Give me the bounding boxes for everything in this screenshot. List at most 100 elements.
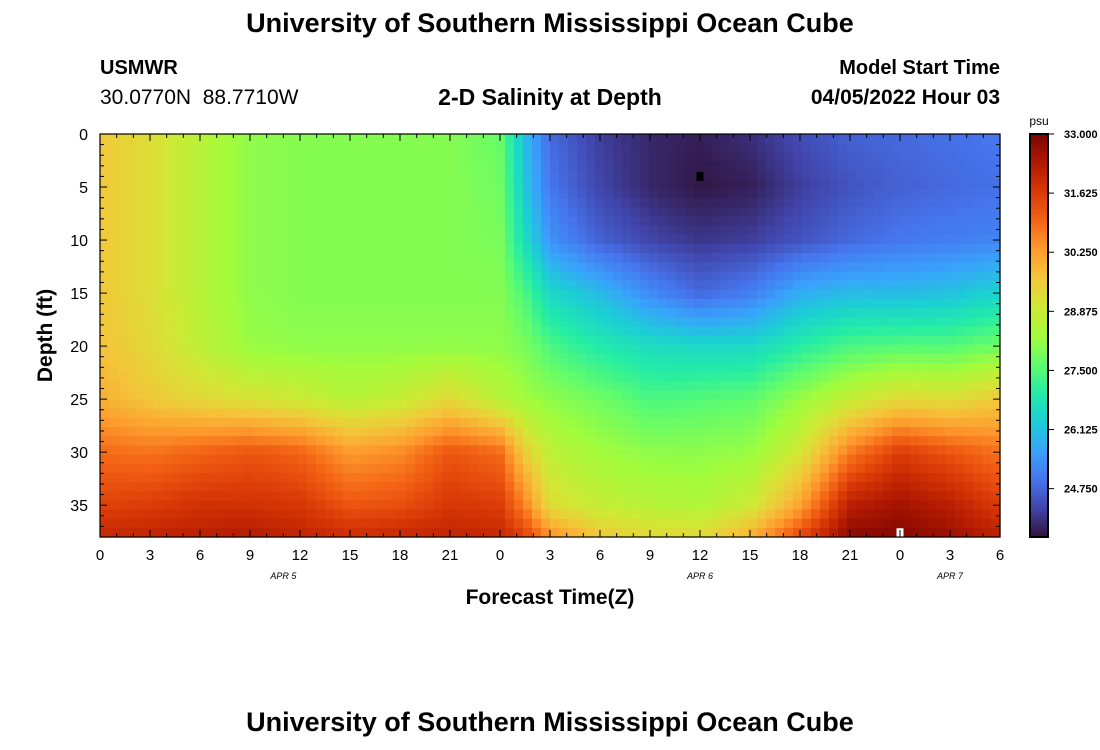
heatmap-cell bbox=[307, 518, 317, 529]
heatmap-cell bbox=[388, 335, 398, 346]
heatmap-cell bbox=[928, 491, 938, 501]
heatmap-cell bbox=[712, 134, 722, 144]
heatmap-cell bbox=[802, 198, 812, 208]
heatmap-cell bbox=[676, 143, 686, 153]
heatmap-cell bbox=[298, 134, 308, 144]
heatmap-cell bbox=[316, 161, 326, 172]
heatmap-cell bbox=[208, 427, 218, 437]
heatmap-cell bbox=[415, 280, 425, 291]
heatmap-cell bbox=[145, 509, 155, 520]
heatmap-cell bbox=[901, 225, 911, 236]
heatmap-cell bbox=[172, 170, 182, 181]
heatmap-cell bbox=[622, 134, 632, 144]
heatmap-cell bbox=[874, 344, 884, 355]
heatmap-cell bbox=[946, 454, 956, 465]
heatmap-cell bbox=[811, 216, 821, 227]
heatmap-cell bbox=[181, 509, 191, 520]
heatmap-cell bbox=[973, 216, 983, 227]
heatmap-cell bbox=[910, 463, 920, 474]
heatmap-cell bbox=[217, 445, 227, 456]
heatmap-cell bbox=[685, 491, 695, 501]
heatmap-cell bbox=[613, 472, 623, 483]
heatmap-cell bbox=[541, 335, 551, 346]
heatmap-cell bbox=[649, 271, 659, 282]
heatmap-cell bbox=[784, 207, 794, 218]
heatmap-cell bbox=[730, 362, 740, 373]
heatmap-cell bbox=[622, 491, 632, 501]
heatmap-cell bbox=[298, 289, 308, 300]
heatmap-cell bbox=[379, 198, 389, 208]
heatmap-cell bbox=[388, 225, 398, 236]
heatmap-cell bbox=[145, 262, 155, 272]
heatmap-cell bbox=[748, 335, 758, 346]
heatmap-cell bbox=[388, 170, 398, 181]
heatmap-cell bbox=[676, 362, 686, 373]
heatmap-cell bbox=[262, 198, 272, 208]
heatmap-cell bbox=[919, 253, 929, 263]
heatmap-cell bbox=[667, 482, 677, 492]
heatmap-cell bbox=[982, 335, 992, 346]
heatmap-cell bbox=[676, 298, 686, 309]
heatmap-cell bbox=[874, 243, 884, 254]
heatmap-cell bbox=[199, 262, 209, 272]
heatmap-cell bbox=[748, 143, 758, 153]
heatmap-cell bbox=[802, 509, 812, 520]
heatmap-cell bbox=[811, 509, 821, 520]
heatmap-cell bbox=[946, 188, 956, 199]
heatmap-cell bbox=[586, 143, 596, 153]
heatmap-cell bbox=[469, 161, 479, 172]
heatmap-cell bbox=[649, 170, 659, 181]
heatmap-cell bbox=[370, 317, 380, 327]
heatmap-cell bbox=[352, 234, 362, 245]
heatmap-cell bbox=[172, 308, 182, 318]
heatmap-cell bbox=[883, 289, 893, 300]
heatmap-cell bbox=[289, 317, 299, 327]
heatmap-cell bbox=[892, 317, 902, 327]
heatmap-cell bbox=[658, 317, 668, 327]
heatmap-cell bbox=[379, 161, 389, 172]
heatmap-cell bbox=[559, 188, 569, 199]
heatmap-cell bbox=[379, 143, 389, 153]
heatmap-cell bbox=[613, 362, 623, 373]
heatmap-cell bbox=[901, 234, 911, 245]
heatmap-cell bbox=[631, 271, 641, 282]
heatmap-cell bbox=[577, 491, 587, 501]
heatmap-cell bbox=[721, 308, 731, 318]
heatmap-cell bbox=[505, 207, 515, 218]
heatmap-cell bbox=[703, 225, 713, 236]
heatmap-cell bbox=[469, 225, 479, 236]
heatmap-cell bbox=[262, 152, 272, 163]
heatmap-cell bbox=[307, 527, 317, 538]
heatmap-cell bbox=[658, 216, 668, 227]
heatmap-cell bbox=[577, 225, 587, 236]
heatmap-cell bbox=[622, 179, 632, 190]
heatmap-cell bbox=[352, 198, 362, 208]
heatmap-cell bbox=[136, 225, 146, 236]
heatmap-cell bbox=[235, 417, 245, 428]
heatmap-cell bbox=[694, 399, 704, 410]
heatmap-cell bbox=[676, 134, 686, 144]
heatmap-cell bbox=[775, 280, 785, 291]
heatmap-cell bbox=[244, 344, 254, 355]
heatmap-cell bbox=[676, 399, 686, 410]
heatmap-cell bbox=[577, 500, 587, 511]
heatmap-cell bbox=[415, 353, 425, 364]
heatmap-cell bbox=[343, 427, 353, 437]
heatmap-cell bbox=[118, 207, 128, 218]
heatmap-cell bbox=[829, 225, 839, 236]
heatmap-cell bbox=[784, 225, 794, 236]
heatmap-cell bbox=[433, 408, 443, 419]
heatmap-cell bbox=[703, 390, 713, 401]
heatmap-cell bbox=[379, 454, 389, 465]
heatmap-cell bbox=[424, 207, 434, 218]
heatmap-cell bbox=[208, 417, 218, 428]
heatmap-cell bbox=[937, 280, 947, 291]
heatmap-cell bbox=[820, 445, 830, 456]
heatmap-cell bbox=[415, 381, 425, 392]
heatmap-cell bbox=[649, 198, 659, 208]
heatmap-cell bbox=[217, 482, 227, 492]
heatmap-cell bbox=[775, 253, 785, 263]
heatmap-cell bbox=[820, 317, 830, 327]
heatmap-cell bbox=[433, 308, 443, 318]
